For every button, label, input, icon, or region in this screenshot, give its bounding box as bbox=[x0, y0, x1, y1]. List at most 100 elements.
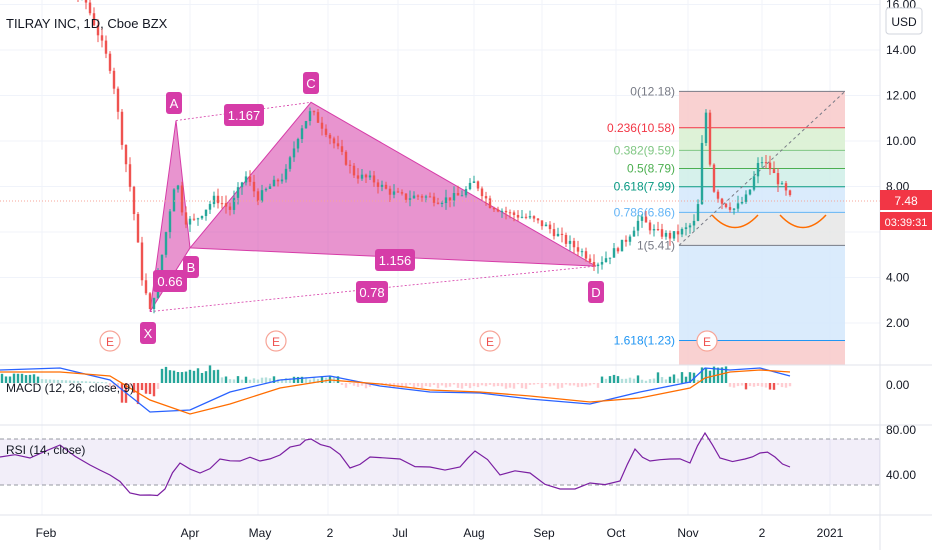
macd-histogram-bar bbox=[640, 379, 644, 383]
macd-histogram-bar bbox=[424, 383, 428, 387]
earnings-marker-label: E bbox=[272, 335, 280, 349]
macd-histogram-bar bbox=[608, 376, 612, 383]
fib-retracement[interactable]: 0(12.18) 0.236(10.58) 0.382(9.59) 0.5(8.79)… bbox=[607, 84, 846, 365]
candle-body bbox=[128, 164, 132, 187]
macd-histogram-bar bbox=[552, 383, 556, 386]
candle-body bbox=[584, 251, 588, 259]
rsi-line bbox=[0, 431, 791, 497]
candle-body bbox=[244, 176, 248, 183]
currency-button[interactable]: USD bbox=[885, 7, 923, 35]
ratio-label-xd-box bbox=[356, 281, 388, 303]
candle-body bbox=[552, 229, 556, 237]
macd-histogram-bar bbox=[60, 380, 64, 383]
time-tick-label: Aug bbox=[463, 526, 484, 540]
candle-body bbox=[600, 262, 604, 265]
macd-histogram-bar bbox=[72, 380, 76, 383]
candle-body bbox=[124, 144, 128, 165]
candle-body bbox=[524, 216, 528, 218]
macd-pane[interactable] bbox=[0, 365, 880, 425]
macd-histogram-bar bbox=[228, 379, 232, 383]
candle-body bbox=[664, 232, 668, 237]
macd-histogram-bar bbox=[620, 378, 624, 383]
candle-body bbox=[200, 215, 204, 219]
candle-body bbox=[344, 151, 348, 165]
macd-histogram-bar bbox=[132, 383, 136, 393]
candle-body bbox=[476, 181, 480, 189]
rsi-pane[interactable] bbox=[0, 425, 880, 515]
time-tick-label: 2 bbox=[327, 526, 334, 540]
candle-body bbox=[608, 257, 612, 259]
macd-histogram-bar bbox=[644, 380, 648, 383]
candle-body bbox=[700, 142, 704, 205]
macd-histogram-bar bbox=[676, 378, 680, 383]
candle-body bbox=[228, 206, 232, 210]
candle-body bbox=[340, 146, 344, 152]
macd-histogram-bar bbox=[412, 383, 416, 389]
current-price-value: 7.48 bbox=[894, 194, 918, 208]
harmonic-labels: X A B C D 1.167 0.66 1.156 0.78 bbox=[140, 72, 604, 344]
macd-histogram-bar bbox=[296, 376, 300, 383]
macd-histogram-bar bbox=[536, 383, 540, 385]
time-tick-label: Apr bbox=[181, 526, 200, 540]
candle-body bbox=[400, 192, 404, 194]
candle-body bbox=[520, 216, 524, 218]
time-axis[interactable]: Feb Apr May 2 Jul Aug Sep Oct Nov 2 2021 bbox=[36, 526, 844, 540]
macd-histogram-bar bbox=[96, 381, 100, 383]
candle-body bbox=[748, 189, 752, 195]
macd-histogram-bar bbox=[684, 376, 688, 383]
candle-body bbox=[744, 194, 748, 202]
macd-histogram-bar bbox=[500, 383, 504, 387]
macd-histogram-bar bbox=[100, 382, 104, 384]
macd-histogram-bar bbox=[56, 379, 60, 383]
macd-histogram-bar bbox=[180, 372, 184, 383]
macd-histogram-bar bbox=[568, 383, 572, 386]
candle-body bbox=[532, 216, 536, 219]
candle-body bbox=[220, 203, 224, 205]
rsi-axis-label-80: 80.00 bbox=[886, 423, 916, 437]
macd-histogram-bar bbox=[280, 379, 284, 383]
macd-histogram-bar bbox=[188, 369, 192, 383]
candle-body bbox=[396, 191, 400, 193]
countdown-value: 03:39:31 bbox=[885, 217, 928, 229]
candle-body bbox=[264, 188, 268, 191]
price-tick-label: 12.00 bbox=[886, 89, 916, 103]
macd-indicator bbox=[0, 365, 792, 415]
macd-histogram-bar bbox=[524, 383, 528, 389]
macd-histogram-bar bbox=[588, 383, 592, 386]
macd-histogram-bar bbox=[156, 383, 160, 389]
candle-body bbox=[364, 174, 368, 178]
macd-histogram-bar bbox=[284, 377, 288, 383]
candle-body bbox=[648, 222, 652, 231]
candle-body bbox=[544, 224, 548, 227]
point-label-b: B bbox=[187, 260, 196, 275]
candle-body bbox=[776, 173, 780, 185]
candle-body bbox=[84, 0, 88, 3]
macd-histogram-bar bbox=[784, 383, 788, 388]
macd-histogram-bar bbox=[340, 383, 344, 385]
macd-histogram-bar bbox=[596, 383, 600, 388]
arc-shape bbox=[711, 214, 759, 229]
candle-body bbox=[592, 261, 596, 267]
macd-histogram-bar bbox=[232, 379, 236, 383]
point-label-a-box bbox=[166, 92, 182, 114]
candle-body bbox=[452, 193, 456, 201]
macd-histogram-bar bbox=[320, 376, 324, 383]
rsi-indicator bbox=[0, 431, 880, 497]
macd-histogram-bar bbox=[128, 383, 132, 388]
current-price-tag: 7.48 03:39:31 bbox=[880, 190, 932, 230]
macd-histogram-bar bbox=[168, 370, 172, 383]
candle-body bbox=[304, 121, 308, 129]
candle-body bbox=[488, 198, 492, 208]
candle-body bbox=[196, 218, 200, 220]
candle-body bbox=[376, 182, 380, 187]
candle-body bbox=[260, 190, 264, 202]
macd-histogram-bar bbox=[252, 378, 256, 383]
macd-histogram-bar bbox=[240, 379, 244, 383]
macd-histogram-bar bbox=[316, 378, 320, 383]
macd-histogram-bar bbox=[616, 376, 620, 383]
candle-body bbox=[580, 251, 584, 253]
candle-body bbox=[632, 230, 636, 237]
macd-histogram-bar bbox=[272, 376, 276, 383]
